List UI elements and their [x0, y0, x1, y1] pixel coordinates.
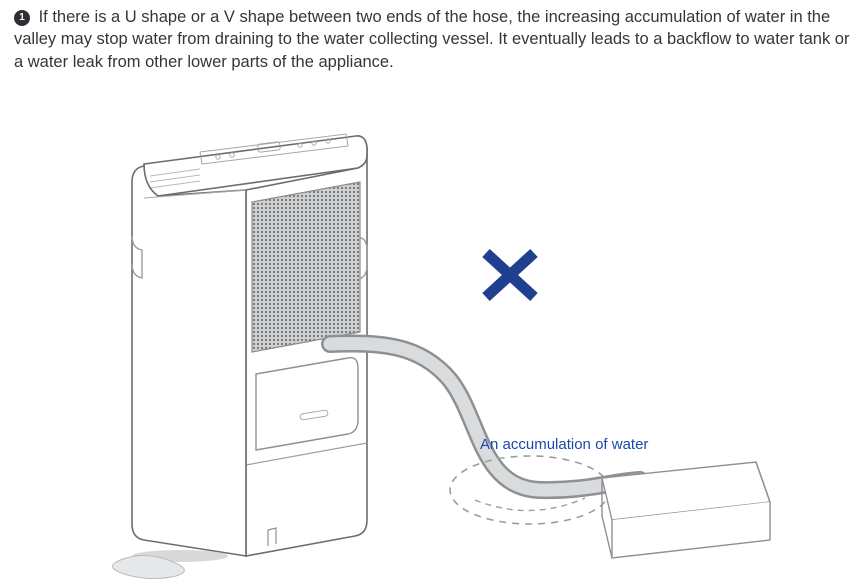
- accumulation-label: An accumulation of water: [480, 436, 648, 453]
- appliance-front: [132, 164, 246, 562]
- instruction-paragraph: 1 If there is a U shape or a V shape bet…: [0, 0, 864, 73]
- diagram-container: An accumulation of water: [0, 90, 864, 582]
- drain-hose: [330, 343, 647, 490]
- appliance-diagram: [0, 90, 864, 582]
- collecting-vessel-icon: [602, 462, 770, 558]
- incorrect-x-icon: [486, 253, 534, 297]
- paragraph-text: If there is a U shape or a V shape betwe…: [14, 8, 849, 71]
- bullet-number-icon: 1: [14, 10, 30, 26]
